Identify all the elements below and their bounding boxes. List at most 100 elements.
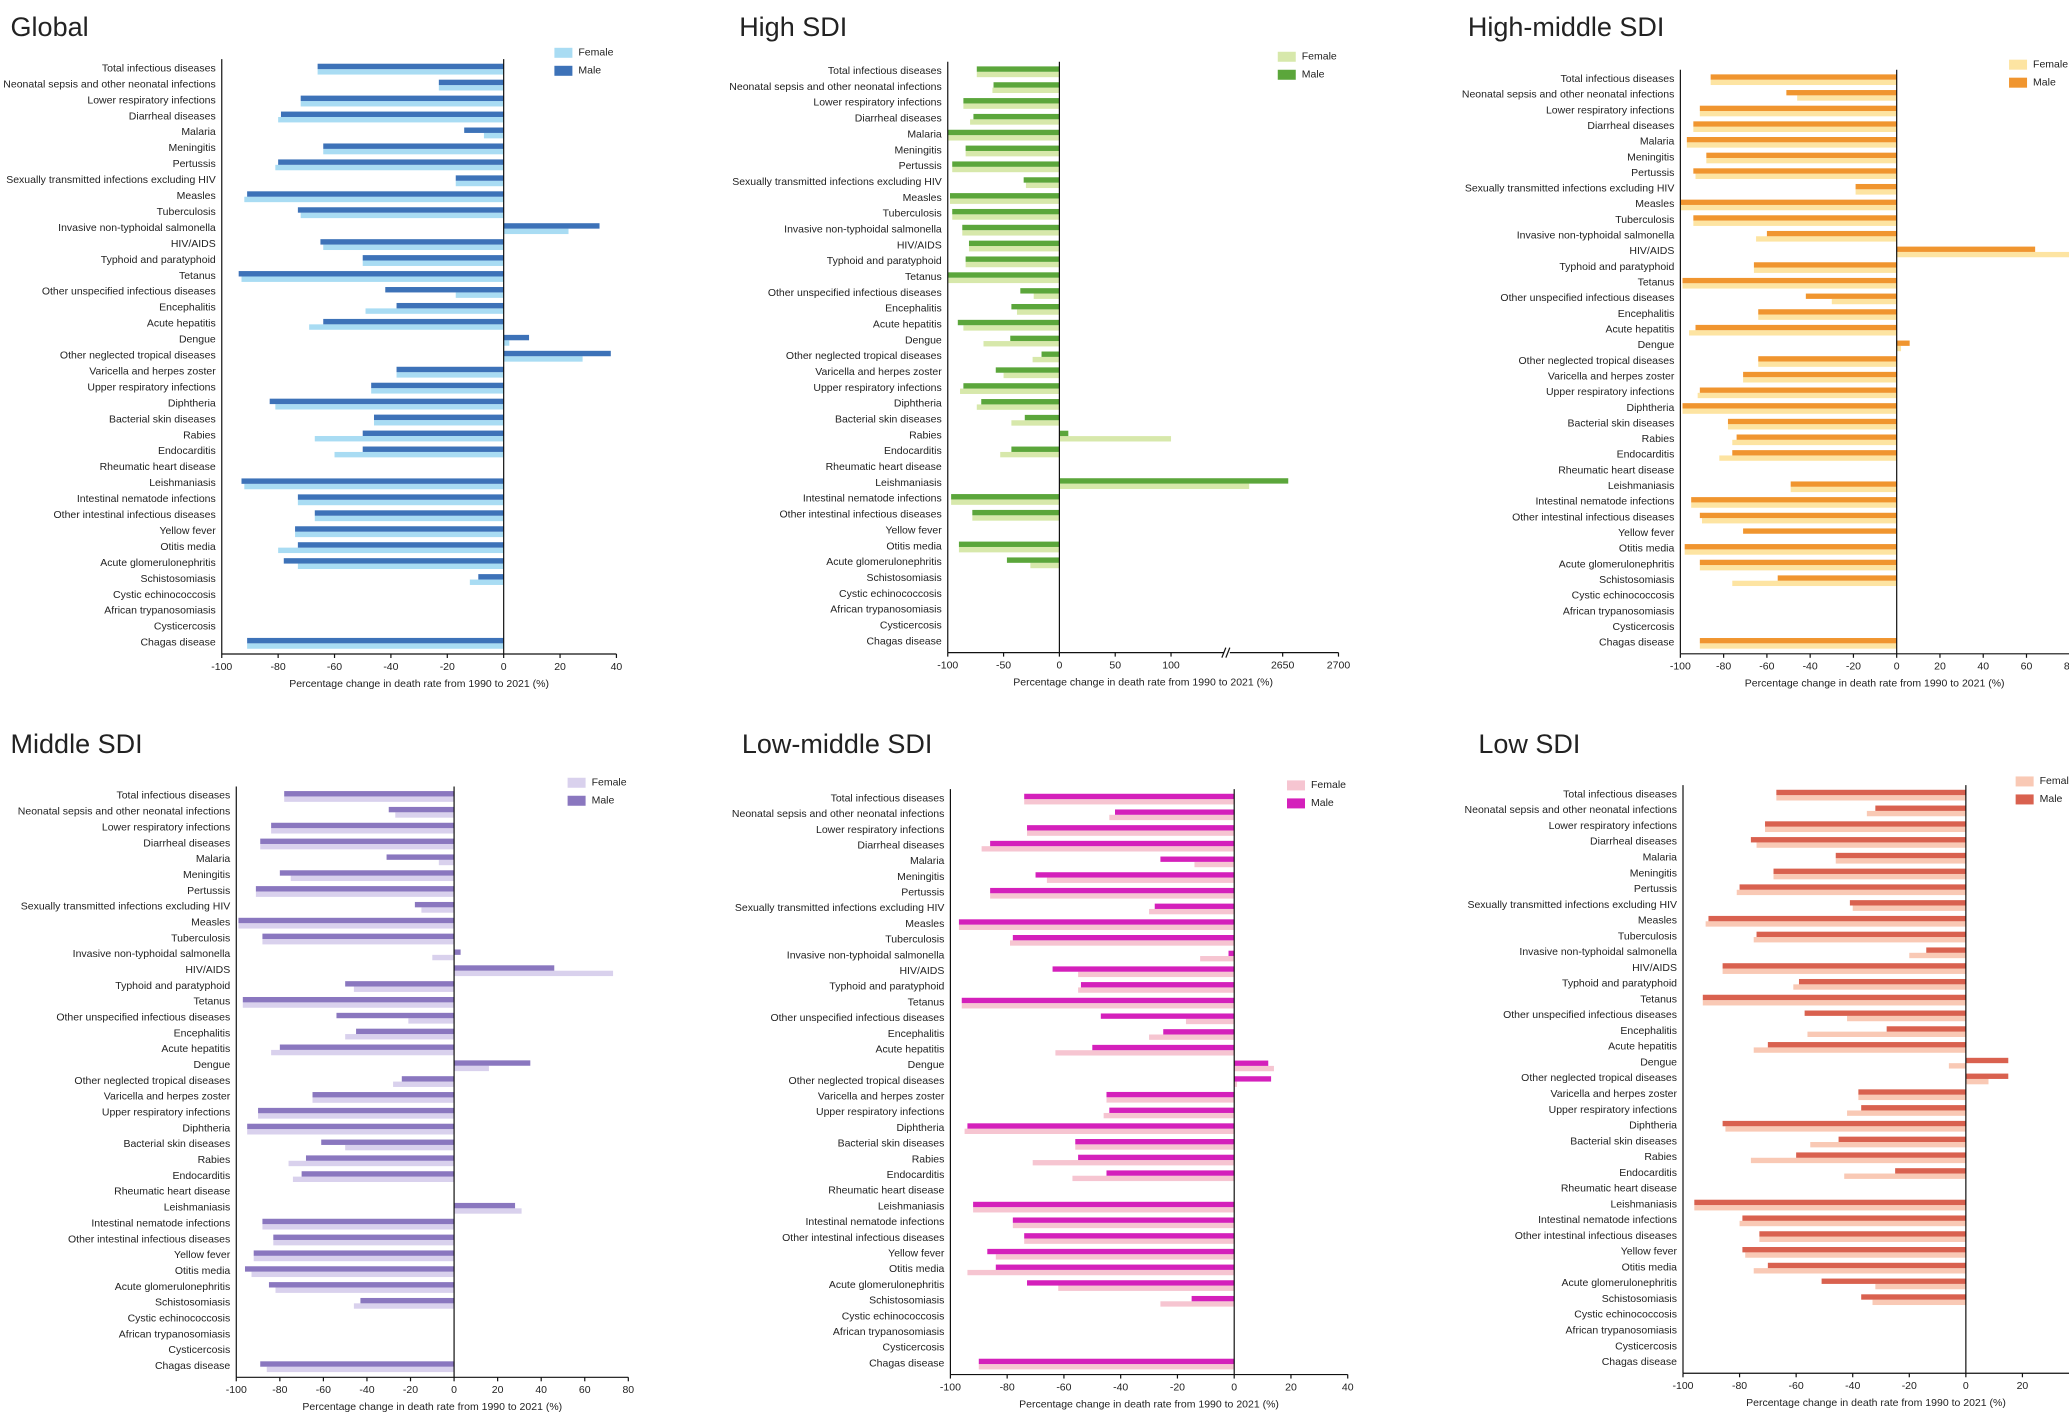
category-label: Cystic echinococcosis <box>128 1312 231 1324</box>
bar <box>1773 868 1966 874</box>
bar <box>1024 414 1060 421</box>
bar <box>373 420 504 426</box>
bar <box>284 791 455 797</box>
bar <box>262 1224 455 1230</box>
bar <box>280 111 504 117</box>
panel: Middle SDI Total infectious diseases Neona… <box>11 729 635 1413</box>
bar <box>1835 852 1966 859</box>
category-label: Invasive non-typhoidal salmonella <box>73 948 231 960</box>
category-label: Other unspecified infectious diseases <box>770 1012 944 1024</box>
category-label: Endocarditis <box>172 1170 230 1182</box>
bar <box>962 224 1060 231</box>
x-tick-label: 2700 <box>1327 659 1351 671</box>
category-label: Neonatal sepsis and other neonatal infec… <box>18 806 230 818</box>
category-label: Endocarditis <box>158 445 216 457</box>
x-tick-label: -40 <box>1803 661 1818 673</box>
bar <box>247 1123 455 1130</box>
legend-label: Male <box>1302 69 1325 81</box>
bar <box>973 1207 1235 1213</box>
bar <box>1003 372 1060 379</box>
bar <box>503 334 530 341</box>
category-label: Schistosomiasis <box>1599 574 1674 586</box>
category-label: Cysticercosis <box>154 621 216 633</box>
category-label: HIV/AIDS <box>171 238 216 250</box>
category-label: Diarrheal diseases <box>1587 120 1674 132</box>
bar <box>345 1144 455 1151</box>
bar <box>268 1282 455 1288</box>
category-label: Other neglected tropical diseases <box>74 1075 230 1087</box>
bar <box>454 1060 531 1066</box>
bar <box>1909 952 1966 959</box>
bar <box>1154 903 1235 909</box>
bar <box>258 1113 455 1119</box>
category-label: Upper respiratory infections <box>87 381 215 393</box>
bar <box>949 198 1060 204</box>
bar <box>951 499 1060 505</box>
bar <box>1886 1026 1966 1032</box>
x-tick-label: -40 <box>359 1384 374 1396</box>
category-label: Varicella and herpes zoster <box>818 1091 945 1103</box>
x-tick-label: -20 <box>1846 661 1861 673</box>
category-label: Intestinal nematode infections <box>1535 496 1674 508</box>
bar <box>1693 220 1897 226</box>
panel: Global Total infectious diseases Neonatal … <box>3 12 622 690</box>
category-label: Bacterial skin diseases <box>1570 1135 1677 1147</box>
bar <box>1855 189 1897 195</box>
bar <box>1024 1233 1235 1239</box>
x-tick-label: 0 <box>1963 1380 1969 1392</box>
x-tick-label: 40 <box>1342 1381 1354 1393</box>
bar <box>1719 455 1897 461</box>
category-label: Invasive non-typhoidal salmonella <box>787 949 945 961</box>
x-tick-label: -100 <box>211 661 232 673</box>
bar <box>1722 1120 1966 1127</box>
bar <box>297 542 504 548</box>
bar <box>1012 1222 1235 1229</box>
category-label: Acute hepatitis <box>161 1043 230 1055</box>
category-label: Chagas disease <box>869 1357 944 1369</box>
bar <box>1758 361 1897 367</box>
legend-label: Female <box>1311 779 1346 791</box>
bar <box>388 806 455 813</box>
category-label: African trypanosomiasis <box>1566 1324 1677 1336</box>
bar <box>987 1248 1235 1255</box>
category-label: Upper respiratory infections <box>816 1106 944 1118</box>
bar <box>1756 931 1966 938</box>
bar <box>1765 821 1966 827</box>
bar <box>1790 481 1897 487</box>
bar <box>1234 1065 1274 1072</box>
bar <box>321 1139 455 1145</box>
bar <box>958 541 1060 547</box>
bar <box>260 843 455 850</box>
category-label: Other neglected tropical diseases <box>786 350 942 362</box>
category-label: Other neglected tropical diseases <box>789 1075 945 1087</box>
category-label: Other neglected tropical diseases <box>1519 355 1675 367</box>
category-label: Meningitis <box>1627 151 1674 163</box>
category-label: Total infectious diseases <box>1563 788 1677 800</box>
category-label: Typhoid and paratyphoid <box>827 255 942 267</box>
legend-swatch <box>554 65 573 76</box>
category-label: Malaria <box>196 853 231 865</box>
bar <box>967 1123 1235 1129</box>
x-tick-label: 0 <box>501 661 507 673</box>
bar <box>1798 978 1966 985</box>
category-label: Acute hepatitis <box>873 319 942 331</box>
bar <box>990 893 1235 899</box>
category-label: Diphtheria <box>168 397 216 409</box>
category-label: Yellow fever <box>174 1249 231 1261</box>
category-label: Total infectious diseases <box>1561 73 1675 85</box>
bar <box>1691 502 1897 508</box>
category-label: Meningitis <box>894 144 941 156</box>
bar <box>1012 1217 1235 1223</box>
category-label: Bacterial skin diseases <box>838 1138 945 1150</box>
x-tick-label: 40 <box>1977 661 1989 673</box>
bar <box>269 398 504 405</box>
bar <box>345 1034 455 1040</box>
bar <box>1766 230 1897 237</box>
bar <box>1708 915 1966 922</box>
bar <box>393 1081 455 1087</box>
x-tick-label: 60 <box>2021 661 2033 673</box>
category-label: Intestinal nematode infections <box>803 493 942 505</box>
category-label: Rheumatic heart disease <box>1558 464 1674 476</box>
bar <box>981 399 1060 405</box>
